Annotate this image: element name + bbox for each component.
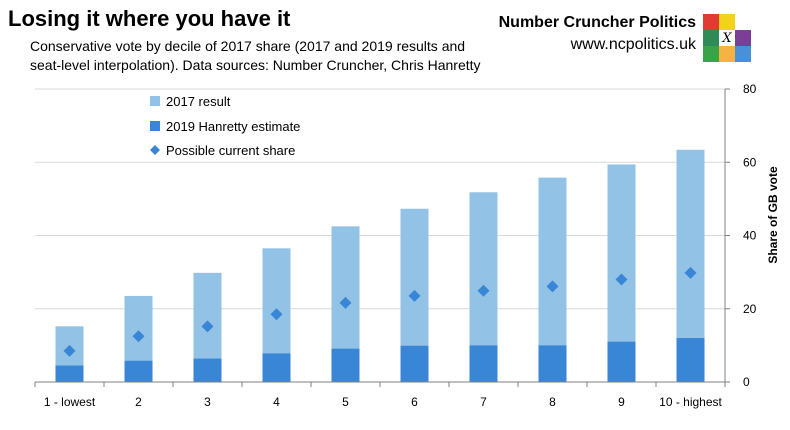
logo-cell [735,30,751,46]
marker-point [270,308,283,321]
logo-cell [703,14,719,30]
marker-point [615,273,628,286]
logo-cell [719,46,735,62]
x-tick-label: 3 [204,395,211,409]
logo-cell [735,14,751,30]
bar-series-2 [538,345,567,382]
x-tick-label: 5 [342,395,349,409]
y-tick-label: 20 [743,302,757,316]
x-tick-label: 8 [549,395,556,409]
brand-logo-icon: X [703,14,751,62]
logo-cell [735,46,751,62]
logo-cell [719,14,735,30]
legend-label: 2019 Hanretty estimate [166,119,300,134]
legend-swatch [150,121,160,131]
bar-series-2 [55,365,84,382]
marker-point [132,330,145,343]
logo-letter: X [719,30,735,46]
bar-series-2 [124,360,153,382]
chart-title: Losing it where you have it [8,6,291,31]
x-tick-label: 1 - lowest [44,395,96,409]
y-tick-label: 40 [743,229,757,243]
marker-point [201,320,214,333]
logo-cell [703,46,719,62]
markers [63,266,697,357]
bar-series-2 [469,345,498,382]
marker-point [684,266,697,279]
bar-series-2 [676,338,705,382]
x-tick-label: 4 [273,395,280,409]
marker-point [408,289,421,302]
y-tick-label: 80 [743,82,757,96]
marker-point [477,284,490,297]
chart-subtitle: Conservative vote by decile of 2017 shar… [30,38,481,73]
legend-label: Possible current share [166,143,295,158]
y-tick-label: 60 [743,155,757,169]
marker-point [339,296,352,309]
y-tick-label: 0 [743,375,750,389]
x-tick-label: 9 [618,395,625,409]
brand-url: www.ncpolitics.uk [570,36,696,53]
brand-name: Number Cruncher Politics [498,14,696,31]
x-tick-label: 10 - highest [659,395,722,409]
bar-series-2 [262,353,291,382]
bars [55,149,705,382]
legend: 2017 result 2019 Hanretty estimate Possibl… [150,94,300,158]
legend-swatch [150,96,160,106]
legend-label: 2017 result [166,94,231,109]
marker-point [63,344,76,357]
bar-series-2 [607,341,636,382]
bar-series-2 [331,348,360,382]
y-axis-label: Share of GB vote [766,166,780,264]
bar-series-2 [193,358,222,382]
brand: Number Cruncher Politics www.ncpolitics.… [499,14,696,54]
x-tick-label: 2 [135,395,142,409]
marker-point [546,280,559,293]
x-tick-label: 6 [411,395,418,409]
axes: 0 20 40 60 80 1 - lowest 2 3 4 5 6 7 8 9 10 - highest [34,82,757,409]
legend-swatch [150,145,160,155]
bar-series-2 [400,345,429,382]
x-tick-label: 7 [480,395,487,409]
logo-cell [703,30,719,46]
